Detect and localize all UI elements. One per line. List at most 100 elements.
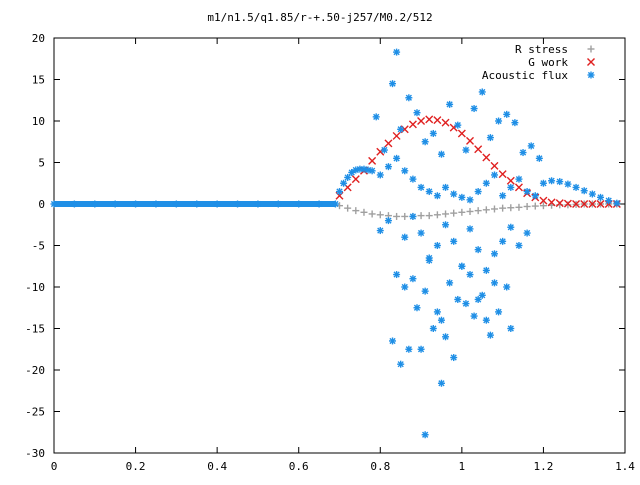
- data-point: [515, 203, 523, 211]
- data-point: [393, 154, 401, 162]
- data-point: [588, 190, 596, 198]
- data-point: [213, 200, 221, 208]
- data-point: [234, 200, 242, 208]
- data-point: [539, 179, 547, 187]
- data-point: [466, 225, 474, 233]
- data-point: [588, 200, 597, 208]
- data-point: [474, 295, 482, 303]
- data-point: [344, 204, 352, 212]
- data-point: [421, 431, 429, 439]
- data-point: [413, 304, 421, 312]
- data-point: [572, 183, 580, 191]
- data-point: [421, 287, 429, 295]
- data-point: [417, 183, 425, 191]
- data-point: [548, 177, 556, 185]
- data-point: [360, 208, 368, 216]
- data-point: [507, 223, 515, 231]
- data-point: [254, 200, 262, 208]
- data-point: [295, 200, 303, 208]
- data-point: [450, 190, 458, 198]
- data-point: [433, 192, 441, 200]
- data-point: [417, 345, 425, 353]
- data-point: [507, 204, 515, 212]
- legend-marker: [587, 45, 595, 53]
- data-point: [450, 209, 458, 217]
- data-point: [274, 200, 282, 208]
- data-point: [384, 217, 392, 225]
- data-point: [482, 206, 490, 214]
- data-point: [351, 175, 360, 184]
- data-point: [490, 250, 498, 258]
- data-point: [454, 295, 462, 303]
- data-point: [442, 221, 450, 229]
- data-point: [425, 188, 433, 196]
- data-point: [425, 212, 433, 220]
- y-tick-label: 10: [32, 115, 45, 128]
- legend-label: G work: [528, 56, 568, 69]
- data-point: [474, 188, 482, 196]
- data-point: [474, 207, 482, 215]
- plot-frame: [53, 37, 626, 454]
- data-point: [458, 262, 466, 270]
- data-point: [486, 134, 494, 142]
- data-point: [376, 211, 384, 219]
- data-point: [523, 202, 531, 210]
- data-point: [490, 161, 499, 170]
- data-point: [474, 145, 483, 154]
- data-point: [437, 379, 445, 387]
- data-point: [340, 179, 348, 187]
- data-point: [450, 237, 458, 245]
- data-point: [132, 200, 140, 208]
- data-point: [401, 167, 409, 175]
- data-point: [495, 117, 503, 125]
- data-point: [376, 227, 384, 235]
- legend-label: Acoustic flux: [482, 69, 568, 82]
- data-point: [433, 116, 442, 125]
- data-point: [478, 88, 486, 96]
- data-point: [368, 156, 377, 165]
- data-point: [393, 271, 401, 279]
- data-point: [425, 256, 433, 264]
- data-point: [482, 179, 490, 187]
- x-tick-label: 0.6: [289, 460, 309, 473]
- data-point: [397, 360, 405, 368]
- data-point: [446, 279, 454, 287]
- data-point: [392, 131, 401, 140]
- data-point: [417, 117, 426, 125]
- x-tick-label: 0.2: [126, 460, 146, 473]
- data-point: [486, 331, 494, 339]
- data-series-layer: [50, 48, 621, 439]
- x-tick-label: 0.4: [207, 460, 227, 473]
- data-point: [413, 109, 421, 117]
- data-point: [535, 154, 543, 162]
- legend-label: R stress: [515, 43, 568, 56]
- data-point: [515, 175, 523, 183]
- data-point: [462, 146, 470, 154]
- data-point: [527, 142, 535, 150]
- data-point: [482, 153, 491, 162]
- data-point: [352, 207, 360, 215]
- data-point: [437, 316, 445, 324]
- data-point: [466, 271, 474, 279]
- data-point: [433, 242, 441, 249]
- data-point: [503, 283, 511, 291]
- chart-title: m1/n1.5/q1.85/r-+.50-j257/M0.2/512: [207, 11, 433, 24]
- data-point: [531, 192, 539, 200]
- data-point: [409, 212, 417, 220]
- data-point: [458, 208, 466, 216]
- data-point: [580, 187, 588, 195]
- data-point: [613, 199, 621, 207]
- data-point: [556, 178, 564, 186]
- legend-marker: [587, 58, 595, 66]
- data-point: [450, 354, 458, 362]
- data-point: [466, 207, 474, 215]
- data-point: [539, 202, 547, 210]
- data-point: [498, 170, 507, 179]
- data-point: [466, 136, 475, 145]
- data-point: [193, 200, 201, 208]
- data-point: [503, 110, 511, 118]
- data-point: [490, 205, 498, 213]
- data-point: [495, 308, 503, 316]
- data-point: [425, 115, 434, 124]
